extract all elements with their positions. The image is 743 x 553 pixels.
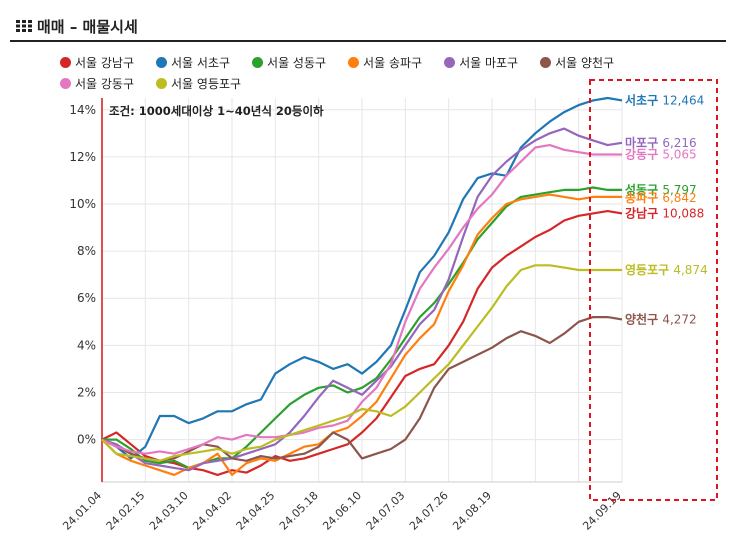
chart-condition-note: 조건: 1000세대이상 1~40년식 20등이하 [109,104,324,118]
x-tick-label: 24.04.25 [234,489,278,533]
x-tick-label: 24.07.03 [364,489,408,533]
series-end-label: 서초구 12,464 [625,92,704,107]
legend-item[interactable]: 서울 양천구 [540,53,614,73]
legend-label: 서울 송파구 [363,56,423,70]
series-line [101,127,623,472]
x-tick-label: 24.08.19 [450,489,494,533]
x-tick-label: 24.06.10 [320,489,364,533]
x-tick-label: 24.05.18 [277,489,321,533]
grid-icon [16,20,32,32]
legend-label: 서울 양천구 [555,56,615,70]
series-line [101,264,622,462]
legend-item[interactable]: 서울 강남구 [60,53,134,73]
x-tick-label: 24.02.15 [104,489,148,533]
x-tick-label: 24.01.04 [60,489,104,533]
series-end-label: 성동구 5,797 [625,183,697,197]
y-tick-label: 8% [77,244,96,258]
series-line [101,144,622,455]
legend-label: 서울 서초구 [171,56,231,70]
legend-color-dot [60,57,71,68]
y-tick-label: 6% [77,291,96,305]
legend-color-dot [60,78,71,89]
x-tick-label: 24.03.10 [147,489,191,533]
x-tick-label: 24.04.02 [190,489,234,533]
y-tick-label: 10% [69,197,96,211]
series-end-label: 양천구 4,272 [625,311,697,326]
legend-item[interactable]: 서울 강동구 [60,74,134,94]
legend-color-dot [156,57,168,68]
y-tick-label: 2% [77,385,96,399]
series-line [101,193,622,476]
legend-color-dot [348,57,360,68]
legend-item[interactable]: 서울 마포구 [444,53,518,73]
legend-label: 서울 성동구 [267,56,327,70]
legend-label: 서울 영등포구 [171,77,242,91]
series-end-label: 영등포구 4,874 [625,262,708,277]
legend-color-dot [444,57,456,68]
y-tick-label: 14% [69,103,96,117]
legend-color-dot [156,78,168,89]
legend-item[interactable]: 서울 서초구 [156,53,230,73]
y-tick-label: 0% [77,433,96,447]
section-header: 매매 – 매물시세 [10,8,726,42]
legend-color-dot [252,57,264,68]
x-tick-label: 24.09.19 [580,489,624,533]
legend-item[interactable]: 서울 송파구 [348,53,422,73]
legend-label: 서울 마포구 [459,56,519,70]
legend-label: 서울 강동구 [75,77,135,91]
series-end-label: 강동구 5,065 [625,148,697,162]
highlight-box [589,79,718,501]
legend-color-dot [540,57,552,68]
series-line [101,96,623,460]
y-tick-label: 12% [69,150,96,164]
series-end-label: 마포구 6,216 [625,135,697,150]
series-line [101,316,623,462]
series-end-label: 송파구 6,842 [625,190,697,205]
page-title: 매매 – 매물시세 [37,18,138,36]
legend-item[interactable]: 서울 영등포구 [156,74,241,94]
legend-item[interactable]: 서울 성동구 [252,53,326,73]
y-tick-label: 4% [77,338,96,352]
legend-label: 서울 강남구 [75,56,135,70]
x-tick-label: 24.07.26 [407,489,451,533]
series-end-label: 강남구 10,088 [625,205,704,220]
